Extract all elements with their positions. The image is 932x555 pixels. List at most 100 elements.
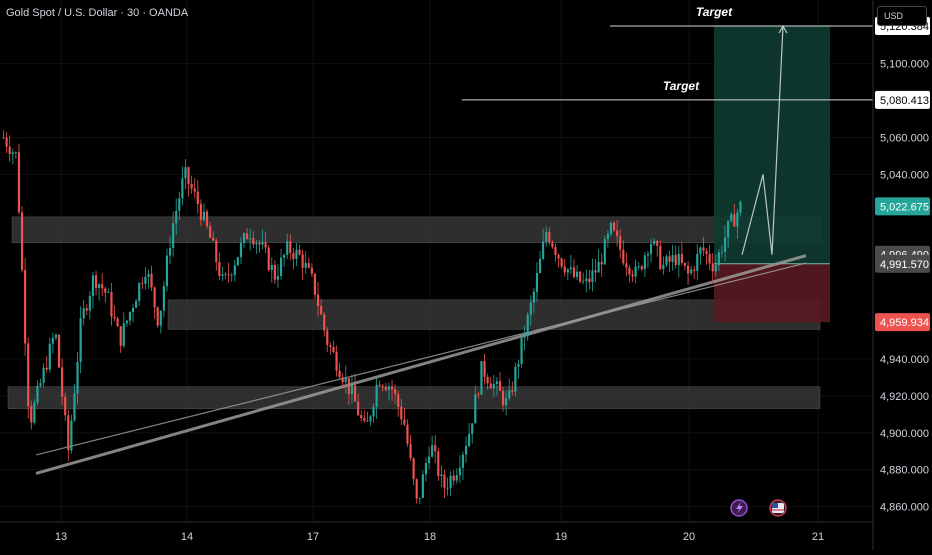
candle bbox=[70, 420, 73, 451]
candle bbox=[67, 415, 70, 451]
candle bbox=[230, 274, 233, 276]
time-tick-label: 17 bbox=[307, 531, 319, 543]
candle bbox=[88, 296, 91, 311]
candle bbox=[622, 249, 625, 264]
candle bbox=[480, 361, 483, 395]
candle bbox=[264, 242, 267, 248]
candle bbox=[128, 312, 132, 321]
candle bbox=[98, 284, 101, 288]
candle bbox=[440, 474, 443, 476]
candle bbox=[394, 389, 397, 395]
candle bbox=[609, 222, 613, 234]
candle bbox=[326, 330, 329, 346]
candle bbox=[566, 269, 569, 273]
candle bbox=[554, 247, 557, 256]
candle bbox=[434, 445, 437, 452]
candle bbox=[569, 267, 572, 270]
candle bbox=[227, 274, 230, 276]
candle bbox=[252, 238, 255, 245]
candle bbox=[76, 361, 79, 394]
candle bbox=[147, 273, 150, 277]
candle bbox=[455, 475, 458, 481]
candle bbox=[357, 401, 360, 416]
candle bbox=[437, 451, 440, 476]
candle bbox=[246, 233, 249, 240]
candle bbox=[51, 337, 54, 344]
candle bbox=[723, 237, 727, 252]
candle bbox=[221, 274, 224, 276]
candle bbox=[680, 253, 683, 263]
candle bbox=[2, 137, 5, 139]
candle bbox=[468, 433, 471, 446]
candle bbox=[634, 266, 637, 277]
candle bbox=[643, 255, 646, 270]
candle bbox=[150, 273, 153, 288]
candles-layer bbox=[2, 130, 742, 505]
candle bbox=[551, 242, 554, 248]
candle bbox=[187, 167, 190, 185]
candle bbox=[400, 406, 403, 420]
candle bbox=[144, 276, 147, 284]
candle bbox=[674, 254, 677, 265]
candle bbox=[575, 271, 579, 278]
candle bbox=[606, 233, 609, 240]
currency-button[interactable]: USD bbox=[877, 6, 927, 26]
candle bbox=[477, 394, 480, 396]
candle bbox=[381, 385, 384, 388]
candle bbox=[421, 474, 424, 498]
candle bbox=[378, 384, 381, 386]
candle bbox=[258, 242, 261, 245]
candle bbox=[659, 245, 662, 270]
price-label-bg bbox=[875, 254, 930, 273]
trendline bbox=[35, 262, 807, 456]
candle bbox=[347, 378, 350, 395]
candle bbox=[279, 257, 283, 276]
candle bbox=[686, 265, 690, 274]
candle bbox=[387, 386, 391, 390]
candle bbox=[61, 367, 64, 397]
candle bbox=[708, 253, 711, 264]
candle bbox=[733, 214, 736, 227]
candle bbox=[283, 254, 286, 258]
candle bbox=[42, 367, 45, 383]
candle bbox=[199, 204, 202, 221]
candle bbox=[489, 383, 492, 389]
candle bbox=[384, 387, 387, 390]
candle bbox=[517, 363, 520, 367]
candle bbox=[94, 275, 98, 288]
target-zone bbox=[714, 26, 830, 264]
candle bbox=[646, 253, 650, 256]
events-layer bbox=[730, 499, 787, 517]
price-tick-label: 5,060.000 bbox=[880, 133, 929, 145]
price-tick-label: 4,880.000 bbox=[880, 465, 929, 477]
candle bbox=[91, 275, 95, 297]
candle bbox=[665, 256, 668, 265]
candle bbox=[369, 416, 372, 422]
trendline-layer bbox=[35, 254, 807, 475]
candle bbox=[168, 247, 172, 256]
candle bbox=[699, 247, 702, 254]
candle bbox=[119, 326, 122, 346]
price-label: 5,080.413 bbox=[880, 95, 929, 107]
candle bbox=[705, 250, 708, 254]
candle bbox=[505, 398, 508, 406]
time-tick-label: 18 bbox=[424, 531, 436, 543]
candle bbox=[717, 252, 720, 266]
candle bbox=[73, 393, 76, 421]
candle bbox=[461, 454, 465, 468]
candle bbox=[276, 275, 280, 280]
candle bbox=[122, 323, 125, 346]
candle bbox=[585, 278, 588, 282]
flag-canton bbox=[772, 503, 778, 508]
candle bbox=[27, 343, 30, 406]
candle bbox=[653, 241, 656, 244]
price-label-bg bbox=[875, 313, 930, 332]
candle bbox=[443, 474, 446, 488]
candle bbox=[464, 445, 468, 455]
price-tick-label: 5,100.000 bbox=[880, 59, 929, 71]
candle bbox=[449, 475, 452, 488]
candle bbox=[101, 284, 104, 289]
candle bbox=[600, 261, 603, 265]
candle bbox=[538, 258, 542, 274]
